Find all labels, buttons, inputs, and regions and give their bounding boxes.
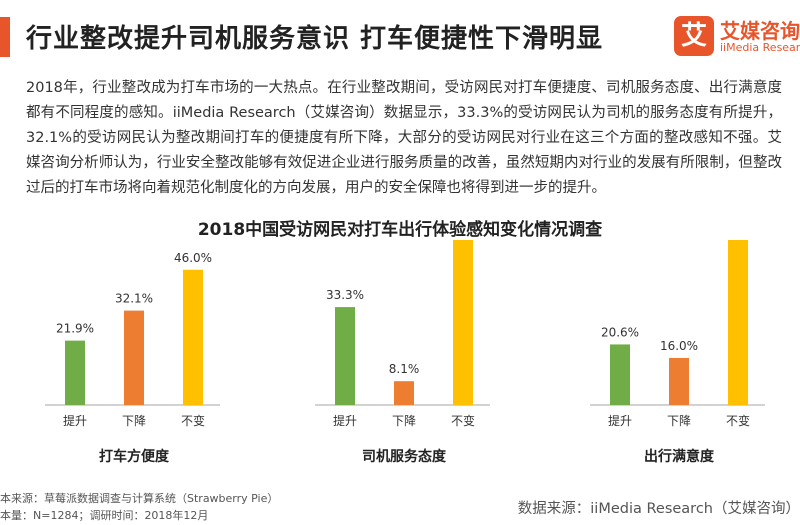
group-label: 出行满意度 xyxy=(644,448,715,465)
data-label: 16.0% xyxy=(660,339,698,353)
bar-chart: 21.9%提升32.1%下降46.0%不变打车方便度33.3%提升8.1%下降5… xyxy=(45,240,765,465)
data-label: 46.0% xyxy=(174,251,212,265)
logo-name-en: iiMedia Research xyxy=(720,41,800,54)
chart-title: 2018中国受访网民对打车出行体验感知变化情况调查 xyxy=(197,220,603,240)
category-label: 不变 xyxy=(451,413,475,428)
data-label: 8.1% xyxy=(389,362,420,376)
page-title: 行业整改提升司机服务意识 打车便捷性下滑明显 xyxy=(26,24,604,54)
category-label: 不变 xyxy=(181,413,205,428)
bar xyxy=(335,307,355,405)
logo: 艾 艾媒咨询 iiMedia Research xyxy=(672,12,800,60)
footnote-sample-source: 本来源：草莓派数据调查与计算系统（Strawberry Pie） xyxy=(0,492,279,505)
logo-name-cn: 艾媒咨询 xyxy=(720,19,800,43)
bar xyxy=(453,240,473,405)
data-label: 32.1% xyxy=(115,292,153,306)
bar xyxy=(669,357,689,405)
group-label: 司机服务态度 xyxy=(362,448,447,465)
intro-paragraph: 2018年，行业整改成为打车市场的一大热点。在行业整改期间，受访网民对打车便捷度… xyxy=(26,80,782,196)
data-label: 33.3% xyxy=(326,288,364,302)
category-label: 提升 xyxy=(608,413,632,428)
title-accent-bar xyxy=(0,17,10,57)
bar xyxy=(124,310,144,405)
bar xyxy=(610,344,630,405)
data-label: 20.6% xyxy=(601,325,639,339)
category-label: 下降 xyxy=(122,414,146,428)
bar xyxy=(65,340,85,405)
group-label: 打车方便度 xyxy=(99,448,170,465)
bar xyxy=(394,381,414,405)
data-source: 数据来源：iiMedia Research（艾媒咨询） xyxy=(517,501,800,517)
category-label: 不变 xyxy=(726,413,750,428)
category-label: 提升 xyxy=(63,413,87,428)
bar xyxy=(728,240,748,405)
category-label: 提升 xyxy=(333,413,357,428)
data-label: 21.9% xyxy=(56,322,94,336)
ai-character-logo-icon: 艾 xyxy=(674,16,714,56)
bar xyxy=(183,269,203,405)
category-label: 下降 xyxy=(667,414,691,428)
category-label: 下降 xyxy=(392,414,416,428)
footnote-sample-size: 本量：N=1284；调研时间：2018年12月 xyxy=(0,509,209,522)
